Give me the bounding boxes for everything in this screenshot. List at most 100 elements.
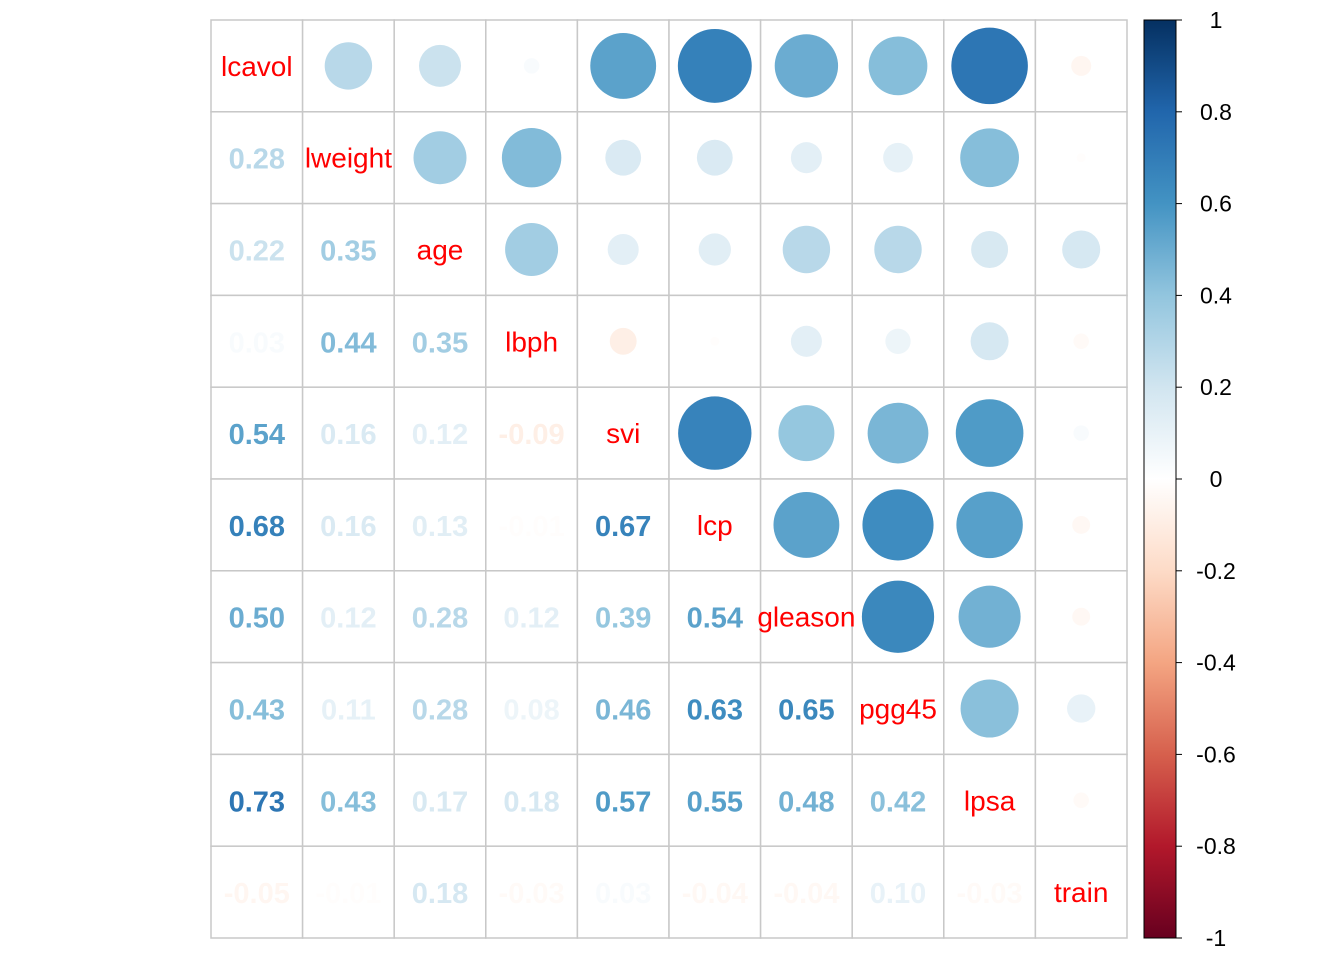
corr-value-lcp-age: 0.13 [412, 511, 468, 543]
grid-cell [668, 478, 762, 572]
grid-cell [485, 661, 579, 756]
grid-cell [210, 202, 304, 297]
corr-value-train-gleason: -0.04 [773, 878, 839, 910]
grid-cell [485, 111, 579, 205]
corr-circle-lcavol-lpsa [951, 27, 1028, 105]
grid-cell [576, 386, 670, 480]
corr-value-lcp-lbph: -0.01 [499, 511, 565, 543]
corr-value-lpsa-lcp: 0.55 [687, 786, 743, 818]
corr-circle-lcavol-age [418, 44, 462, 87]
corr-circle-lweight-gleason [790, 142, 822, 174]
diagonal-label-lbph: lbph [505, 326, 558, 357]
grid-cell [851, 661, 945, 756]
corr-circle-svi-lpsa [955, 399, 1024, 467]
corr-circle-age-lcp [698, 233, 731, 266]
corr-value-lpsa-lcavol: 0.73 [229, 786, 285, 818]
corr-circle-lbph-pgg45 [885, 328, 911, 354]
corr-circle-lcavol-lweight [324, 42, 373, 90]
grid-cell [851, 753, 945, 847]
corr-circle-lcp-pgg45 [862, 489, 934, 561]
colorbar-ticks: 1 0.8 0.6 0.4 0.2 0 -0.2 -0.4 -0.6 -0.8 -1 [1176, 7, 1236, 951]
corr-value-gleason-lbph: 0.12 [503, 603, 559, 635]
corr-circle-svi-gleason [778, 405, 835, 462]
corr-value-lweight-lcavol: 0.28 [229, 144, 285, 176]
grid-cell [759, 570, 853, 664]
corr-value-train-pgg45: 0.10 [870, 878, 926, 910]
corr-value-age-lweight: 0.35 [320, 236, 376, 268]
colorbar-tick-label: 0.4 [1200, 282, 1232, 308]
diagonal-label-lcavol: lcavol [221, 51, 293, 82]
corr-circle-lweight-lbph [501, 127, 562, 188]
grid-cell [485, 753, 579, 847]
corr-value-train-lcp: -0.04 [682, 878, 748, 910]
corr-value-svi-lcavol: 0.54 [229, 419, 285, 451]
corr-circle-gleason-train [1072, 607, 1091, 626]
grid-cell [210, 19, 304, 113]
grid-cell [210, 570, 304, 664]
corr-value-lpsa-pgg45: 0.42 [870, 786, 926, 818]
corr-circle-lcavol-pgg45 [868, 36, 928, 96]
corr-circle-lbph-train [1073, 333, 1089, 350]
corr-value-pgg45-svi: 0.46 [595, 695, 651, 727]
colorbar-tick-label: 0.6 [1200, 191, 1232, 217]
grid-cell [393, 661, 487, 756]
corr-value-lcp-svi: 0.67 [595, 511, 651, 543]
corr-value-svi-lbph: -0.09 [499, 419, 565, 451]
grid-cell [943, 845, 1037, 939]
corr-circle-lweight-lpsa [960, 128, 1019, 188]
corr-circle-lcavol-gleason [774, 34, 839, 98]
diagonal-label-pgg45: pgg45 [859, 694, 937, 725]
grid-cell [301, 386, 395, 480]
corr-circle-pgg45-lpsa [960, 679, 1019, 738]
grid-cell [759, 753, 853, 847]
corr-value-pgg45-lbph: 0.08 [503, 695, 559, 727]
corr-circle-age-gleason [782, 225, 831, 274]
grid-cell [943, 294, 1037, 388]
grid-cell [576, 753, 670, 847]
corr-circle-lweight-pgg45 [883, 142, 913, 173]
grid-cell [943, 753, 1037, 847]
corr-circle-lcp-train [1072, 515, 1091, 534]
corr-circle-lcp-lpsa [956, 491, 1023, 559]
corr-value-pgg45-lcavol: 0.43 [229, 695, 285, 727]
colorbar-tick-label: -0.2 [1196, 558, 1236, 584]
corr-value-train-lcavol: -0.05 [224, 878, 290, 910]
grid-cell [301, 845, 395, 939]
corr-circle-pgg45-train [1067, 694, 1096, 723]
colorbar-tick-label: 0.2 [1200, 374, 1232, 400]
corr-value-lpsa-svi: 0.57 [595, 786, 651, 818]
corr-circle-lbph-lpsa [970, 322, 1009, 361]
corr-value-age-lcavol: 0.22 [229, 236, 285, 268]
corr-circle-lweight-svi [605, 139, 642, 176]
corr-circle-lbph-svi [609, 327, 637, 355]
grid-cell [393, 845, 487, 939]
grid-cell [301, 111, 395, 205]
grid-cell [393, 202, 487, 297]
colorbar-tick-label: -0.6 [1196, 741, 1236, 767]
corr-value-pgg45-lcp: 0.63 [687, 695, 743, 727]
diagonal-label-lpsa: lpsa [964, 785, 1016, 816]
corr-circle-lcavol-lbph [523, 58, 540, 74]
grid-cell [393, 386, 487, 480]
grid-cell [851, 19, 945, 113]
corr-value-pgg45-age: 0.28 [412, 695, 468, 727]
grid-cell [668, 661, 762, 756]
corr-value-gleason-age: 0.28 [412, 603, 468, 635]
grid-cell [393, 753, 487, 847]
grid-cell [485, 570, 579, 664]
grid-cell [851, 845, 945, 939]
corr-value-gleason-lcavol: 0.50 [229, 603, 285, 635]
corr-circle-lcavol-lcp [677, 28, 752, 103]
corr-circle-svi-pgg45 [867, 402, 929, 464]
correlation-marks: 0.28 0.22 0.35 0.03 0.44 0.35 0.54 0.16 0.12 -0.0… [224, 27, 1101, 910]
corr-circle-lbph-gleason [790, 325, 822, 357]
diagonal-label-gleason: gleason [757, 602, 855, 633]
corr-circle-svi-lcp [678, 396, 752, 470]
grid-cell [210, 294, 304, 388]
corr-value-lpsa-gleason: 0.48 [778, 786, 834, 818]
corr-value-lcp-lcavol: 0.68 [229, 511, 285, 543]
corr-circle-age-pgg45 [874, 225, 922, 274]
corr-value-lbph-lweight: 0.44 [320, 327, 376, 359]
corr-circle-age-lbph [505, 223, 559, 276]
